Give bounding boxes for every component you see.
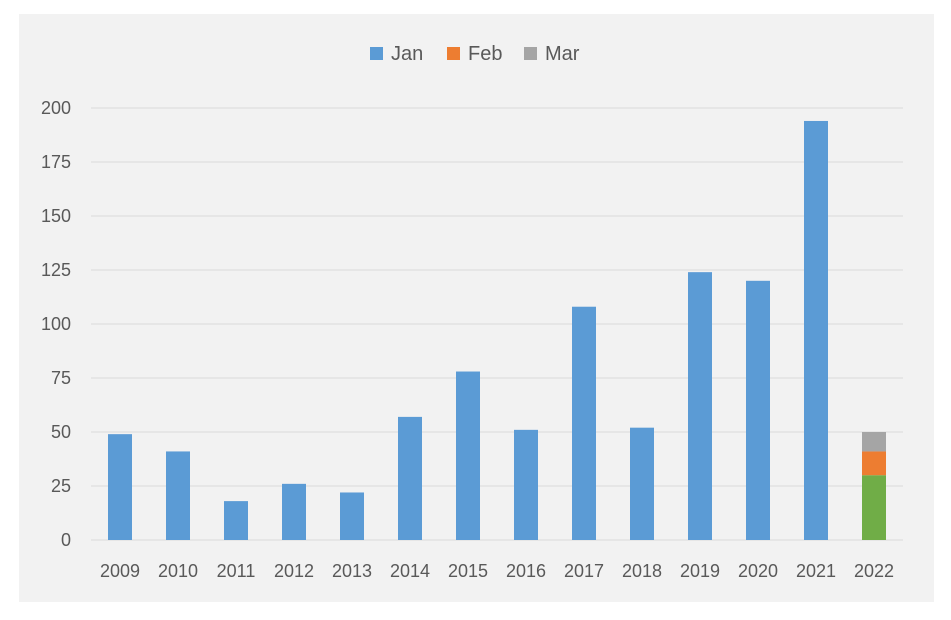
x-tick-label: 2012: [274, 561, 314, 581]
bar-2009-jan: [108, 434, 132, 540]
x-tick-label: 2016: [506, 561, 546, 581]
y-tick-label: 175: [41, 152, 71, 172]
y-tick-label: 125: [41, 260, 71, 280]
x-tick-label: 2011: [217, 561, 256, 581]
legend-swatch-feb: [447, 47, 460, 60]
y-tick-label: 25: [51, 476, 71, 496]
x-tick-label: 2015: [448, 561, 488, 581]
x-tick-label: 2020: [738, 561, 778, 581]
chart-svg: Jan Feb Mar 0 25 50 75 100 125 150 175 200 2009 201…: [41, 43, 903, 581]
x-tick-label: 2017: [564, 561, 604, 581]
y-tick-label: 200: [41, 98, 71, 118]
legend-label-feb: Feb: [468, 43, 502, 65]
chart-area: Jan Feb Mar 0 25 50 75 100 125 150 175 200 2009 201…: [19, 14, 934, 602]
y-axis: 0 25 50 75 100 125 150 175 200: [41, 98, 71, 550]
bar-2014-jan: [398, 416, 422, 540]
legend-swatch-mar: [524, 47, 537, 60]
bar-2022-feb: [862, 451, 886, 476]
bar-2022-mar: [862, 432, 886, 452]
x-tick-label: 2021: [796, 561, 836, 581]
bar-2021-jan: [804, 120, 828, 541]
legend-label-jan: Jan: [391, 43, 423, 65]
bar-2011-jan: [224, 501, 248, 540]
x-tick-label: 2018: [622, 561, 662, 581]
bar-2015-jan: [456, 371, 480, 540]
x-tick-label: 2019: [680, 561, 720, 581]
x-tick-label: 2014: [390, 561, 430, 581]
x-tick-label: 2013: [332, 561, 372, 581]
bar-2018-jan: [630, 427, 654, 540]
legend-label-mar: Mar: [545, 43, 580, 65]
y-tick-label: 75: [51, 368, 71, 388]
bar-2020-jan: [746, 280, 770, 540]
y-tick-label: 50: [51, 422, 71, 442]
bar-2019-jan: [688, 272, 712, 540]
legend-swatch-jan: [370, 47, 383, 60]
x-tick-label: 2009: [100, 561, 140, 581]
chart-legend: Jan Feb Mar: [370, 43, 580, 65]
bar-2017-jan: [572, 306, 596, 540]
x-axis: 2009 2010 2011 2012 2013 2014 2015 2016 2017 2018…: [100, 561, 894, 581]
chart-bars: [108, 120, 886, 541]
chart-gridlines: [91, 107, 903, 541]
y-tick-label: 150: [41, 206, 71, 226]
bar-2013-jan: [340, 492, 364, 540]
y-tick-label: 100: [41, 314, 71, 334]
bar-2010-jan: [166, 451, 190, 540]
x-tick-label: 2010: [158, 561, 198, 581]
x-tick-label: 2022: [854, 561, 894, 581]
bar-2022-segment: [862, 475, 886, 540]
y-tick-label: 0: [61, 530, 71, 550]
bar-2016-jan: [514, 429, 538, 540]
bar-2012-jan: [282, 483, 306, 540]
